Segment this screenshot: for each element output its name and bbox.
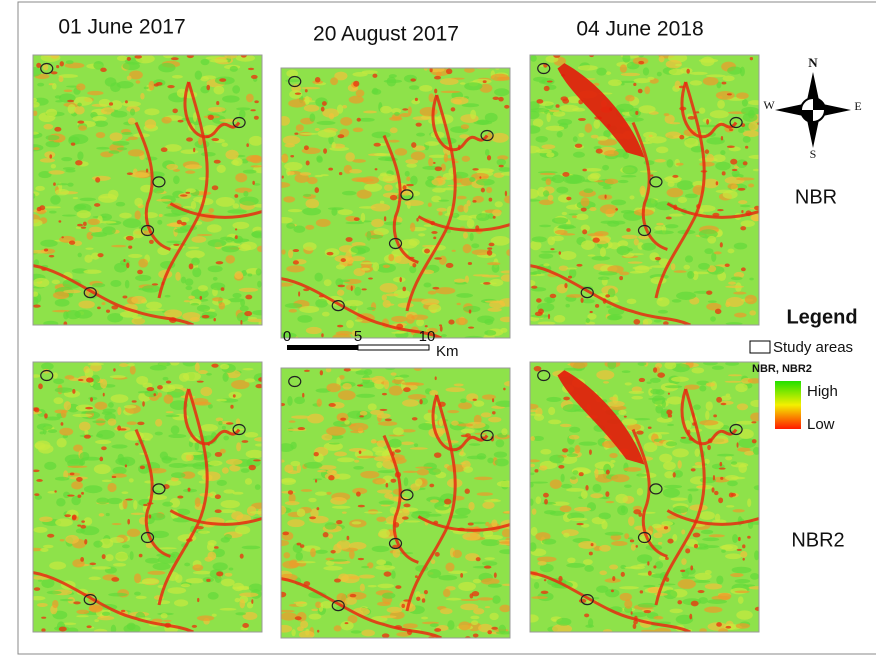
map-panel [524,52,767,326]
map-panel [29,359,270,635]
map-panel [24,52,268,326]
scale-label: 0 [283,328,291,345]
legend-gradient [775,381,801,429]
compass-east: E [854,99,861,113]
compass-west: W [763,98,775,112]
row-label: NBR2 [791,529,844,551]
compass-south: S [810,147,817,161]
compass: N S W E [763,55,861,161]
legend-study-areas: Study areas [773,339,853,356]
map-raster [522,360,769,635]
map-panel [522,360,769,635]
map-panel [273,365,518,639]
legend: Legend Study areas NBR, NBR2 High Low [750,306,858,433]
scale-unit: Km [436,343,459,360]
map-raster [29,359,270,635]
map-raster [24,52,268,326]
compass-north: N [808,55,818,70]
page: {"columns": ["01 June 2017", "20 August … [0,0,876,657]
legend-high: High [807,383,838,400]
column-title: 20 August 2017 [313,23,459,46]
scale-label: 5 [354,328,362,345]
map-raster [273,65,517,342]
map-raster [273,365,518,639]
legend-low: Low [807,416,835,433]
study-area-swatch [750,341,770,353]
map-raster [524,52,767,326]
row-label: NBR [795,186,837,208]
map-panel [273,65,517,342]
scale-label: 10 [419,328,436,345]
legend-title: Legend [786,306,857,328]
legend-index-label: NBR, NBR2 [752,363,812,375]
figure: 01 June 2017 20 August 2017 04 June 2018… [0,0,876,657]
column-title: 04 June 2018 [576,18,703,41]
column-title: 01 June 2017 [58,16,185,39]
